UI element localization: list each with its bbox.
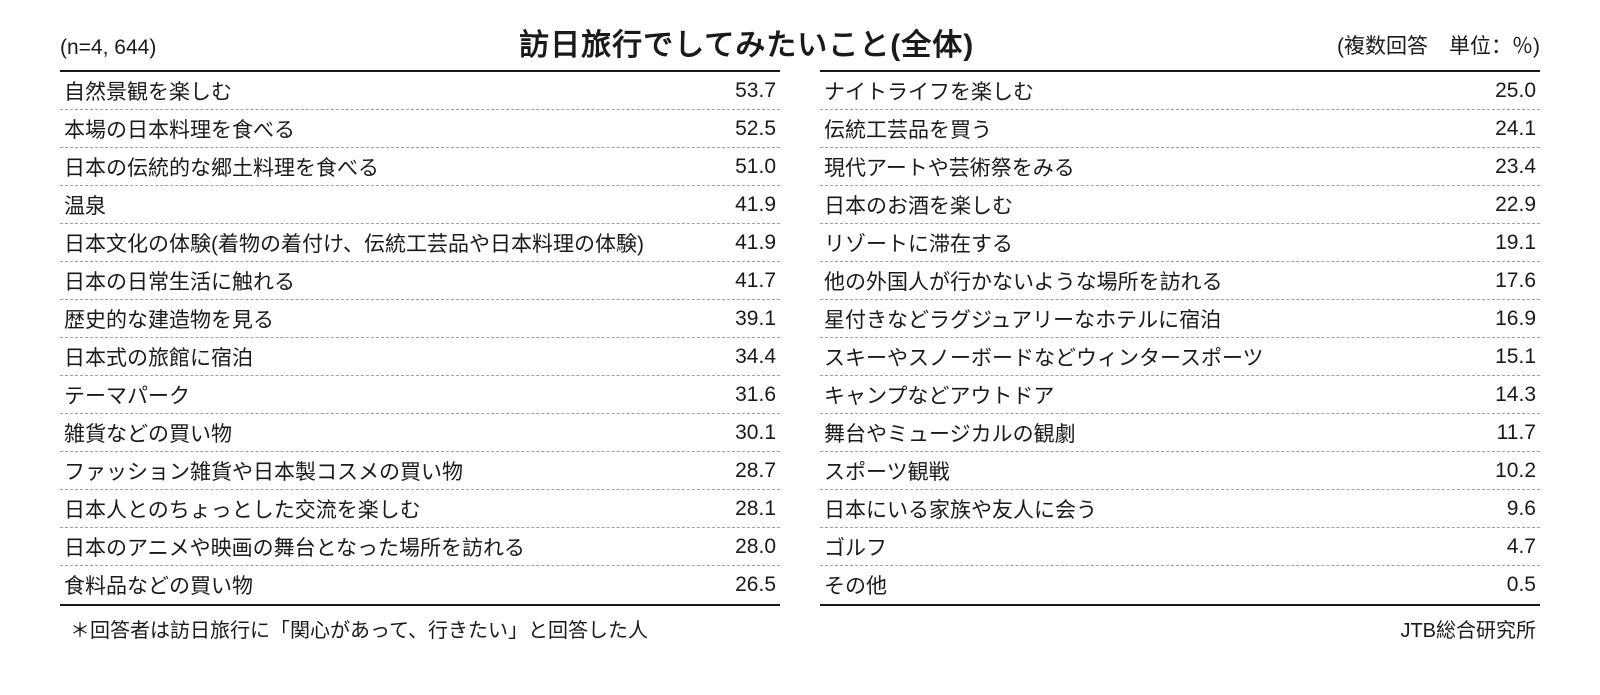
table-row: キャンプなどアウトドア 14.3 <box>820 376 1540 414</box>
row-label: スポーツ観戦 <box>824 456 950 486</box>
table-row: ナイトライフを楽しむ 25.0 <box>820 72 1540 110</box>
row-label: ナイトライフを楽しむ <box>824 76 1034 106</box>
table-row: スポーツ観戦 10.2 <box>820 452 1540 490</box>
row-label: 自然景観を楽しむ <box>64 76 232 106</box>
row-value: 25.0 <box>1476 79 1536 103</box>
table-column-right: ナイトライフを楽しむ 25.0 伝統工芸品を買う 24.1 現代アートや芸術祭をみる 23… <box>820 70 1540 606</box>
footnote: ＊回答者は訪日旅行に「関心があって、行きたい」と回答した人 <box>60 614 648 643</box>
table-row: その他 0.5 <box>820 566 1540 604</box>
row-label: 温泉 <box>64 190 106 220</box>
table-row: 日本のお酒を楽しむ 22.9 <box>820 186 1540 224</box>
table-row: 日本のアニメや映画の舞台となった場所を訪れる 28.0 <box>60 528 780 566</box>
row-label: 日本の日常生活に触れる <box>64 266 295 296</box>
row-value: 41.9 <box>716 193 776 217</box>
table-row: 他の外国人が行かないような場所を訪れる 17.6 <box>820 262 1540 300</box>
row-value: 19.1 <box>1476 231 1536 255</box>
survey-table-page: (n=4, 644) 訪日旅行でしてみたいこと(全体) (複数回答 単位：％) … <box>0 0 1600 695</box>
header: (n=4, 644) 訪日旅行でしてみたいこと(全体) (複数回答 単位：％) <box>60 20 1540 64</box>
row-label: 日本のアニメや映画の舞台となった場所を訪れる <box>64 532 525 562</box>
row-value: 17.6 <box>1476 269 1536 293</box>
row-value: 0.5 <box>1476 573 1536 597</box>
row-value: 28.7 <box>716 459 776 483</box>
row-value: 14.3 <box>1476 383 1536 407</box>
table-row: 日本にいる家族や友人に会う 9.6 <box>820 490 1540 528</box>
row-label: 日本式の旅館に宿泊 <box>64 342 253 372</box>
row-label: キャンプなどアウトドア <box>824 380 1054 410</box>
table-row: 日本式の旅館に宿泊 34.4 <box>60 338 780 376</box>
row-value: 51.0 <box>716 155 776 179</box>
table-column-left: 自然景観を楽しむ 53.7 本場の日本料理を食べる 52.5 日本の伝統的な郷土料理を食… <box>60 70 780 606</box>
table-row: 雑貨などの買い物 30.1 <box>60 414 780 452</box>
table-row: 日本文化の体験(着物の着付け、伝統工芸品や日本料理の体験) 41.9 <box>60 224 780 262</box>
source-attribution: JTB総合研究所 <box>1400 614 1540 643</box>
row-value: 34.4 <box>716 345 776 369</box>
row-label: 他の外国人が行かないような場所を訪れる <box>824 266 1223 296</box>
row-value: 22.9 <box>1476 193 1536 217</box>
row-label: 現代アートや芸術祭をみる <box>824 152 1075 182</box>
table-row: 本場の日本料理を食べる 52.5 <box>60 110 780 148</box>
row-label: 日本の伝統的な郷土料理を食べる <box>64 152 379 182</box>
row-label: 舞台やミュージカルの観劇 <box>824 418 1076 448</box>
row-value: 26.5 <box>716 573 776 597</box>
table-row: 日本の伝統的な郷土料理を食べる 51.0 <box>60 148 780 186</box>
row-label: ゴルフ <box>824 532 887 562</box>
row-label: 日本文化の体験(着物の着付け、伝統工芸品や日本料理の体験) <box>64 228 644 258</box>
row-value: 23.4 <box>1476 155 1536 179</box>
row-label: 歴史的な建造物を見る <box>64 304 274 334</box>
row-label: ファッション雑貨や日本製コスメの買い物 <box>64 456 463 486</box>
row-label: テーマパーク <box>64 380 190 410</box>
row-value: 28.0 <box>716 535 776 559</box>
row-value: 41.9 <box>716 231 776 255</box>
row-label: 日本にいる家族や友人に会う <box>824 494 1097 524</box>
row-label: 伝統工芸品を買う <box>824 114 992 144</box>
row-value: 31.6 <box>716 383 776 407</box>
row-label: 本場の日本料理を食べる <box>64 114 295 144</box>
table-row: リゾートに滞在する 19.1 <box>820 224 1540 262</box>
row-label: 食料品などの買い物 <box>64 570 253 600</box>
row-label: その他 <box>824 570 887 600</box>
table-row: ゴルフ 4.7 <box>820 528 1540 566</box>
row-value: 39.1 <box>716 307 776 331</box>
table-row: 現代アートや芸術祭をみる 23.4 <box>820 148 1540 186</box>
row-label: 日本人とのちょっとした交流を楽しむ <box>64 494 421 524</box>
row-value: 41.7 <box>716 269 776 293</box>
row-value: 4.7 <box>1476 535 1536 559</box>
row-value: 11.7 <box>1476 421 1536 445</box>
row-label: 日本のお酒を楽しむ <box>824 190 1013 220</box>
row-value: 10.2 <box>1476 459 1536 483</box>
table-row: 日本の日常生活に触れる 41.7 <box>60 262 780 300</box>
table-row: 伝統工芸品を買う 24.1 <box>820 110 1540 148</box>
row-value: 52.5 <box>716 117 776 141</box>
row-label: 星付きなどラグジュアリーなホテルに宿泊 <box>824 304 1221 334</box>
row-label: スキーやスノーボードなどウィンタースポーツ <box>824 342 1264 372</box>
row-value: 24.1 <box>1476 117 1536 141</box>
footer: ＊回答者は訪日旅行に「関心があって、行きたい」と回答した人 JTB総合研究所 <box>60 614 1540 643</box>
row-value: 15.1 <box>1476 345 1536 369</box>
row-value: 28.1 <box>716 497 776 521</box>
table-row: 舞台やミュージカルの観劇 11.7 <box>820 414 1540 452</box>
row-value: 16.9 <box>1476 307 1536 331</box>
row-value: 9.6 <box>1476 497 1536 521</box>
unit-label: (複数回答 単位：％) <box>1337 30 1540 64</box>
table-row: 星付きなどラグジュアリーなホテルに宿泊 16.9 <box>820 300 1540 338</box>
page-title: 訪日旅行でしてみたいこと(全体) <box>156 20 1337 64</box>
row-label: リゾートに滞在する <box>824 228 1013 258</box>
table-columns: 自然景観を楽しむ 53.7 本場の日本料理を食べる 52.5 日本の伝統的な郷土料理を食… <box>60 70 1540 606</box>
row-value: 53.7 <box>716 79 776 103</box>
table-row: スキーやスノーボードなどウィンタースポーツ 15.1 <box>820 338 1540 376</box>
table-row: テーマパーク 31.6 <box>60 376 780 414</box>
table-row: 歴史的な建造物を見る 39.1 <box>60 300 780 338</box>
sample-size-label: (n=4, 644) <box>60 36 156 64</box>
table-row: 自然景観を楽しむ 53.7 <box>60 72 780 110</box>
row-value: 30.1 <box>716 421 776 445</box>
table-row: ファッション雑貨や日本製コスメの買い物 28.7 <box>60 452 780 490</box>
table-row: 食料品などの買い物 26.5 <box>60 566 780 604</box>
table-row: 温泉 41.9 <box>60 186 780 224</box>
table-row: 日本人とのちょっとした交流を楽しむ 28.1 <box>60 490 780 528</box>
row-label: 雑貨などの買い物 <box>64 418 232 448</box>
